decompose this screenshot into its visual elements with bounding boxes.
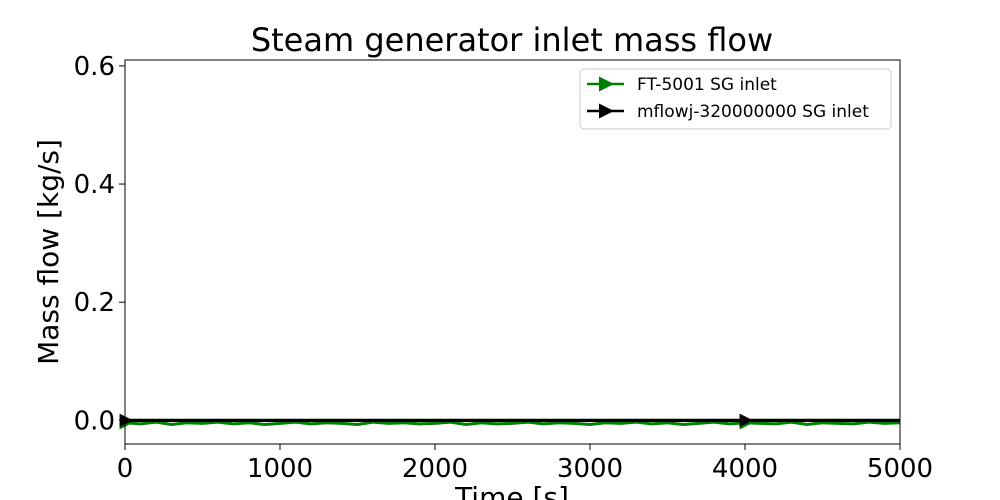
y-tick-label: 0.2 [74,288,115,318]
y-tick-label: 0.0 [74,406,115,436]
legend-marker-2 [599,103,614,119]
series-marker-2 [119,413,134,428]
legend-frame [579,68,892,130]
series-line-1 [124,420,901,427]
y-axis-label: Mass flow [kg/s] [32,139,65,365]
ticks-layer: 0 1000 2000 3000 4000 5000 0.0 0.2 0.4 0.6 [74,52,933,484]
series-layer [119,413,901,430]
x-tick-label: 1000 [247,454,313,484]
legend-label-2: mflowj-320000000 SG inlet [637,102,869,122]
legend-marker-1 [599,76,614,92]
chart-title: Steam generator inlet mass flow [251,21,773,59]
legend-label-1: FT-5001 SG inlet [637,75,777,95]
series-marker-2 [739,413,754,428]
legend: FT-5001 SG inlet mflowj-320000000 SG inle… [579,68,892,130]
x-tick-label: 0 [117,454,134,484]
x-tick-label: 5000 [867,454,933,484]
x-tick-label: 3000 [557,454,623,484]
plot-frame [124,59,901,445]
x-tick-label: 4000 [712,454,778,484]
y-tick-label: 0.4 [74,170,115,200]
x-axis-label: Time [s] [454,481,569,500]
x-tick-label: 2000 [402,454,468,484]
y-tick-label: 0.6 [74,52,115,82]
